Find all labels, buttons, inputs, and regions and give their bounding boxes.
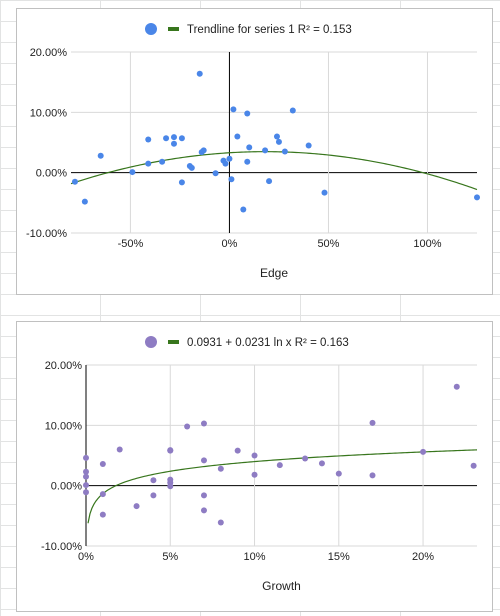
x-tick-label: 0% [221, 238, 237, 250]
data-point [83, 489, 89, 496]
x-axis-title: Edge [260, 266, 288, 280]
data-point [305, 142, 312, 149]
data-point [159, 158, 166, 165]
data-point [188, 164, 195, 171]
data-point [251, 471, 258, 478]
data-point [281, 148, 288, 155]
data-point [474, 194, 480, 201]
legend-trendline-swatch [168, 340, 179, 344]
legend-trendline-label: Trendline for series 1 R² = 0.153 [187, 24, 352, 36]
y-tick-label: -10.00% [41, 541, 82, 553]
trendline [87, 449, 478, 524]
data-point [262, 147, 269, 154]
data-point [116, 446, 123, 453]
data-point [276, 462, 283, 469]
data-point [83, 454, 89, 461]
data-point [234, 133, 241, 140]
data-point [266, 178, 273, 185]
data-point [200, 457, 207, 464]
data-point [170, 140, 177, 147]
data-point [145, 136, 152, 143]
data-point [150, 477, 157, 484]
data-point [369, 419, 376, 426]
data-point [217, 519, 224, 526]
data-point [178, 135, 185, 142]
data-point [212, 170, 219, 177]
y-tick-label: 20.00% [30, 47, 68, 59]
x-axis-title: Growth [262, 579, 301, 593]
data-point [200, 492, 207, 499]
data-point [226, 155, 233, 162]
data-point [163, 135, 170, 142]
x-tick-label: 15% [328, 551, 350, 563]
legend-series-marker [145, 23, 157, 35]
data-point [318, 460, 325, 467]
data-point [244, 158, 251, 165]
trendline [70, 151, 478, 191]
data-point [273, 133, 280, 140]
data-point [217, 465, 224, 472]
y-tick-label: 20.00% [45, 360, 83, 372]
data-point [99, 460, 106, 467]
data-point [97, 152, 104, 159]
data-point [275, 138, 282, 145]
data-point [251, 452, 258, 459]
x-tick-label: 0% [78, 551, 94, 563]
legend-trendline-label: 0.0931 + 0.0231 ln x R² = 0.163 [187, 337, 349, 349]
data-point [470, 462, 477, 469]
data-point [150, 492, 157, 499]
data-point [200, 147, 207, 154]
x-tick-label: -50% [118, 238, 144, 250]
data-point [335, 470, 342, 477]
data-point [453, 383, 460, 390]
x-tick-label: 50% [317, 238, 339, 250]
growth-scatter-plot: 0.0931 + 0.0231 ln x R² = 0.163 -10.00% 0.… [41, 336, 478, 593]
y-tick-label: -10.00% [26, 228, 67, 240]
data-point [170, 134, 177, 141]
data-point [244, 110, 251, 117]
data-point [99, 511, 106, 518]
data-point [228, 176, 235, 183]
data-point [167, 447, 174, 454]
x-tick-label: 100% [413, 238, 441, 250]
legend-series-marker [145, 336, 157, 348]
data-point [81, 198, 88, 205]
data-point [83, 468, 89, 475]
data-point [167, 479, 174, 486]
data-point [369, 472, 376, 479]
y-tick-label: 10.00% [30, 107, 68, 119]
data-point [200, 507, 207, 514]
data-point [99, 491, 106, 498]
data-point [196, 70, 203, 77]
data-point [289, 107, 296, 114]
data-point [420, 448, 427, 455]
edge-scatter-chart[interactable]: Trendline for series 1 R² = 0.153 -10.00%… [16, 8, 493, 295]
data-point [133, 503, 140, 510]
x-tick-label: 10% [244, 551, 266, 563]
data-point [71, 178, 78, 185]
data-point [200, 420, 207, 427]
growth-scatter-chart[interactable]: 0.0931 + 0.0231 ln x R² = 0.163 -10.00% 0.… [16, 321, 493, 612]
data-point [184, 423, 191, 430]
data-point [129, 169, 136, 176]
x-tick-label: 5% [162, 551, 178, 563]
y-tick-label: 0.00% [51, 481, 82, 493]
data-point [240, 206, 247, 213]
legend-trendline-swatch [168, 27, 179, 31]
edge-scatter-plot: Trendline for series 1 R² = 0.153 -10.00%… [26, 23, 480, 280]
data-point [230, 106, 237, 113]
data-point [234, 447, 241, 454]
data-point [145, 160, 152, 167]
y-tick-label: 0.00% [36, 168, 67, 180]
data-point [178, 179, 185, 186]
data-point [246, 144, 253, 151]
data-point [302, 455, 309, 462]
y-tick-label: 10.00% [45, 420, 83, 432]
data-point [83, 482, 89, 489]
data-point [321, 189, 328, 196]
data-point [83, 473, 89, 480]
data-point [222, 160, 229, 167]
x-tick-label: 20% [412, 551, 434, 563]
